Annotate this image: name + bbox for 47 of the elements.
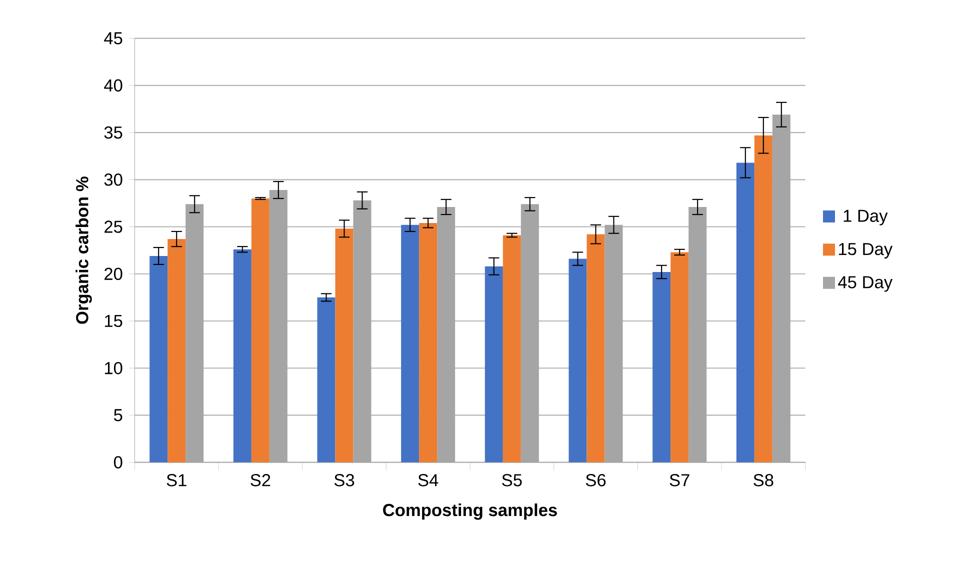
legend-label: 45 Day	[838, 276, 893, 292]
y-tick-label: 45	[104, 32, 122, 44]
y-tick-label: 15	[104, 314, 122, 328]
y-tick-label: 5	[114, 409, 122, 422]
y-axis-title: Organic carbon %	[76, 176, 92, 324]
bar	[150, 256, 168, 462]
legend-label: 1 Day	[844, 210, 888, 226]
bar	[520, 204, 539, 462]
x-axis-title: Composting samples	[383, 503, 557, 520]
bar	[670, 252, 689, 462]
bar	[484, 266, 503, 462]
y-tick-label: 0	[114, 456, 122, 468]
bar	[437, 206, 456, 462]
bar	[233, 249, 252, 462]
x-tick-label: S5	[502, 474, 522, 486]
x-tick-label: S7	[670, 474, 690, 486]
y-tick-label: 30	[104, 174, 122, 186]
bar	[568, 258, 587, 462]
y-tick-label: 35	[104, 126, 122, 139]
bar	[652, 272, 671, 462]
x-tick-label: S2	[250, 474, 270, 486]
bar	[317, 297, 336, 462]
y-tick-label: 25	[104, 220, 122, 233]
y-tick-label: 20	[104, 268, 122, 280]
bar	[186, 204, 204, 462]
x-tick-label: S8	[754, 474, 774, 486]
y-tick-label: 10	[104, 362, 122, 374]
bar	[604, 224, 623, 462]
bar	[736, 162, 754, 462]
x-tick-label: S3	[334, 474, 354, 486]
bar	[251, 198, 270, 462]
bar	[168, 239, 186, 462]
bar	[401, 224, 420, 462]
x-tick-label: S1	[166, 474, 186, 486]
bar	[335, 228, 354, 462]
x-tick-label: S6	[586, 474, 606, 486]
bar	[586, 234, 605, 462]
bar	[269, 190, 288, 462]
bar	[419, 223, 438, 462]
y-tick-label: 40	[104, 79, 122, 92]
legend-label: 15 Day	[838, 243, 893, 259]
bar	[502, 235, 521, 462]
bar	[688, 206, 707, 462]
bar	[772, 114, 790, 462]
bar	[754, 135, 772, 462]
x-tick-label: S4	[418, 474, 438, 486]
bar	[353, 200, 372, 462]
